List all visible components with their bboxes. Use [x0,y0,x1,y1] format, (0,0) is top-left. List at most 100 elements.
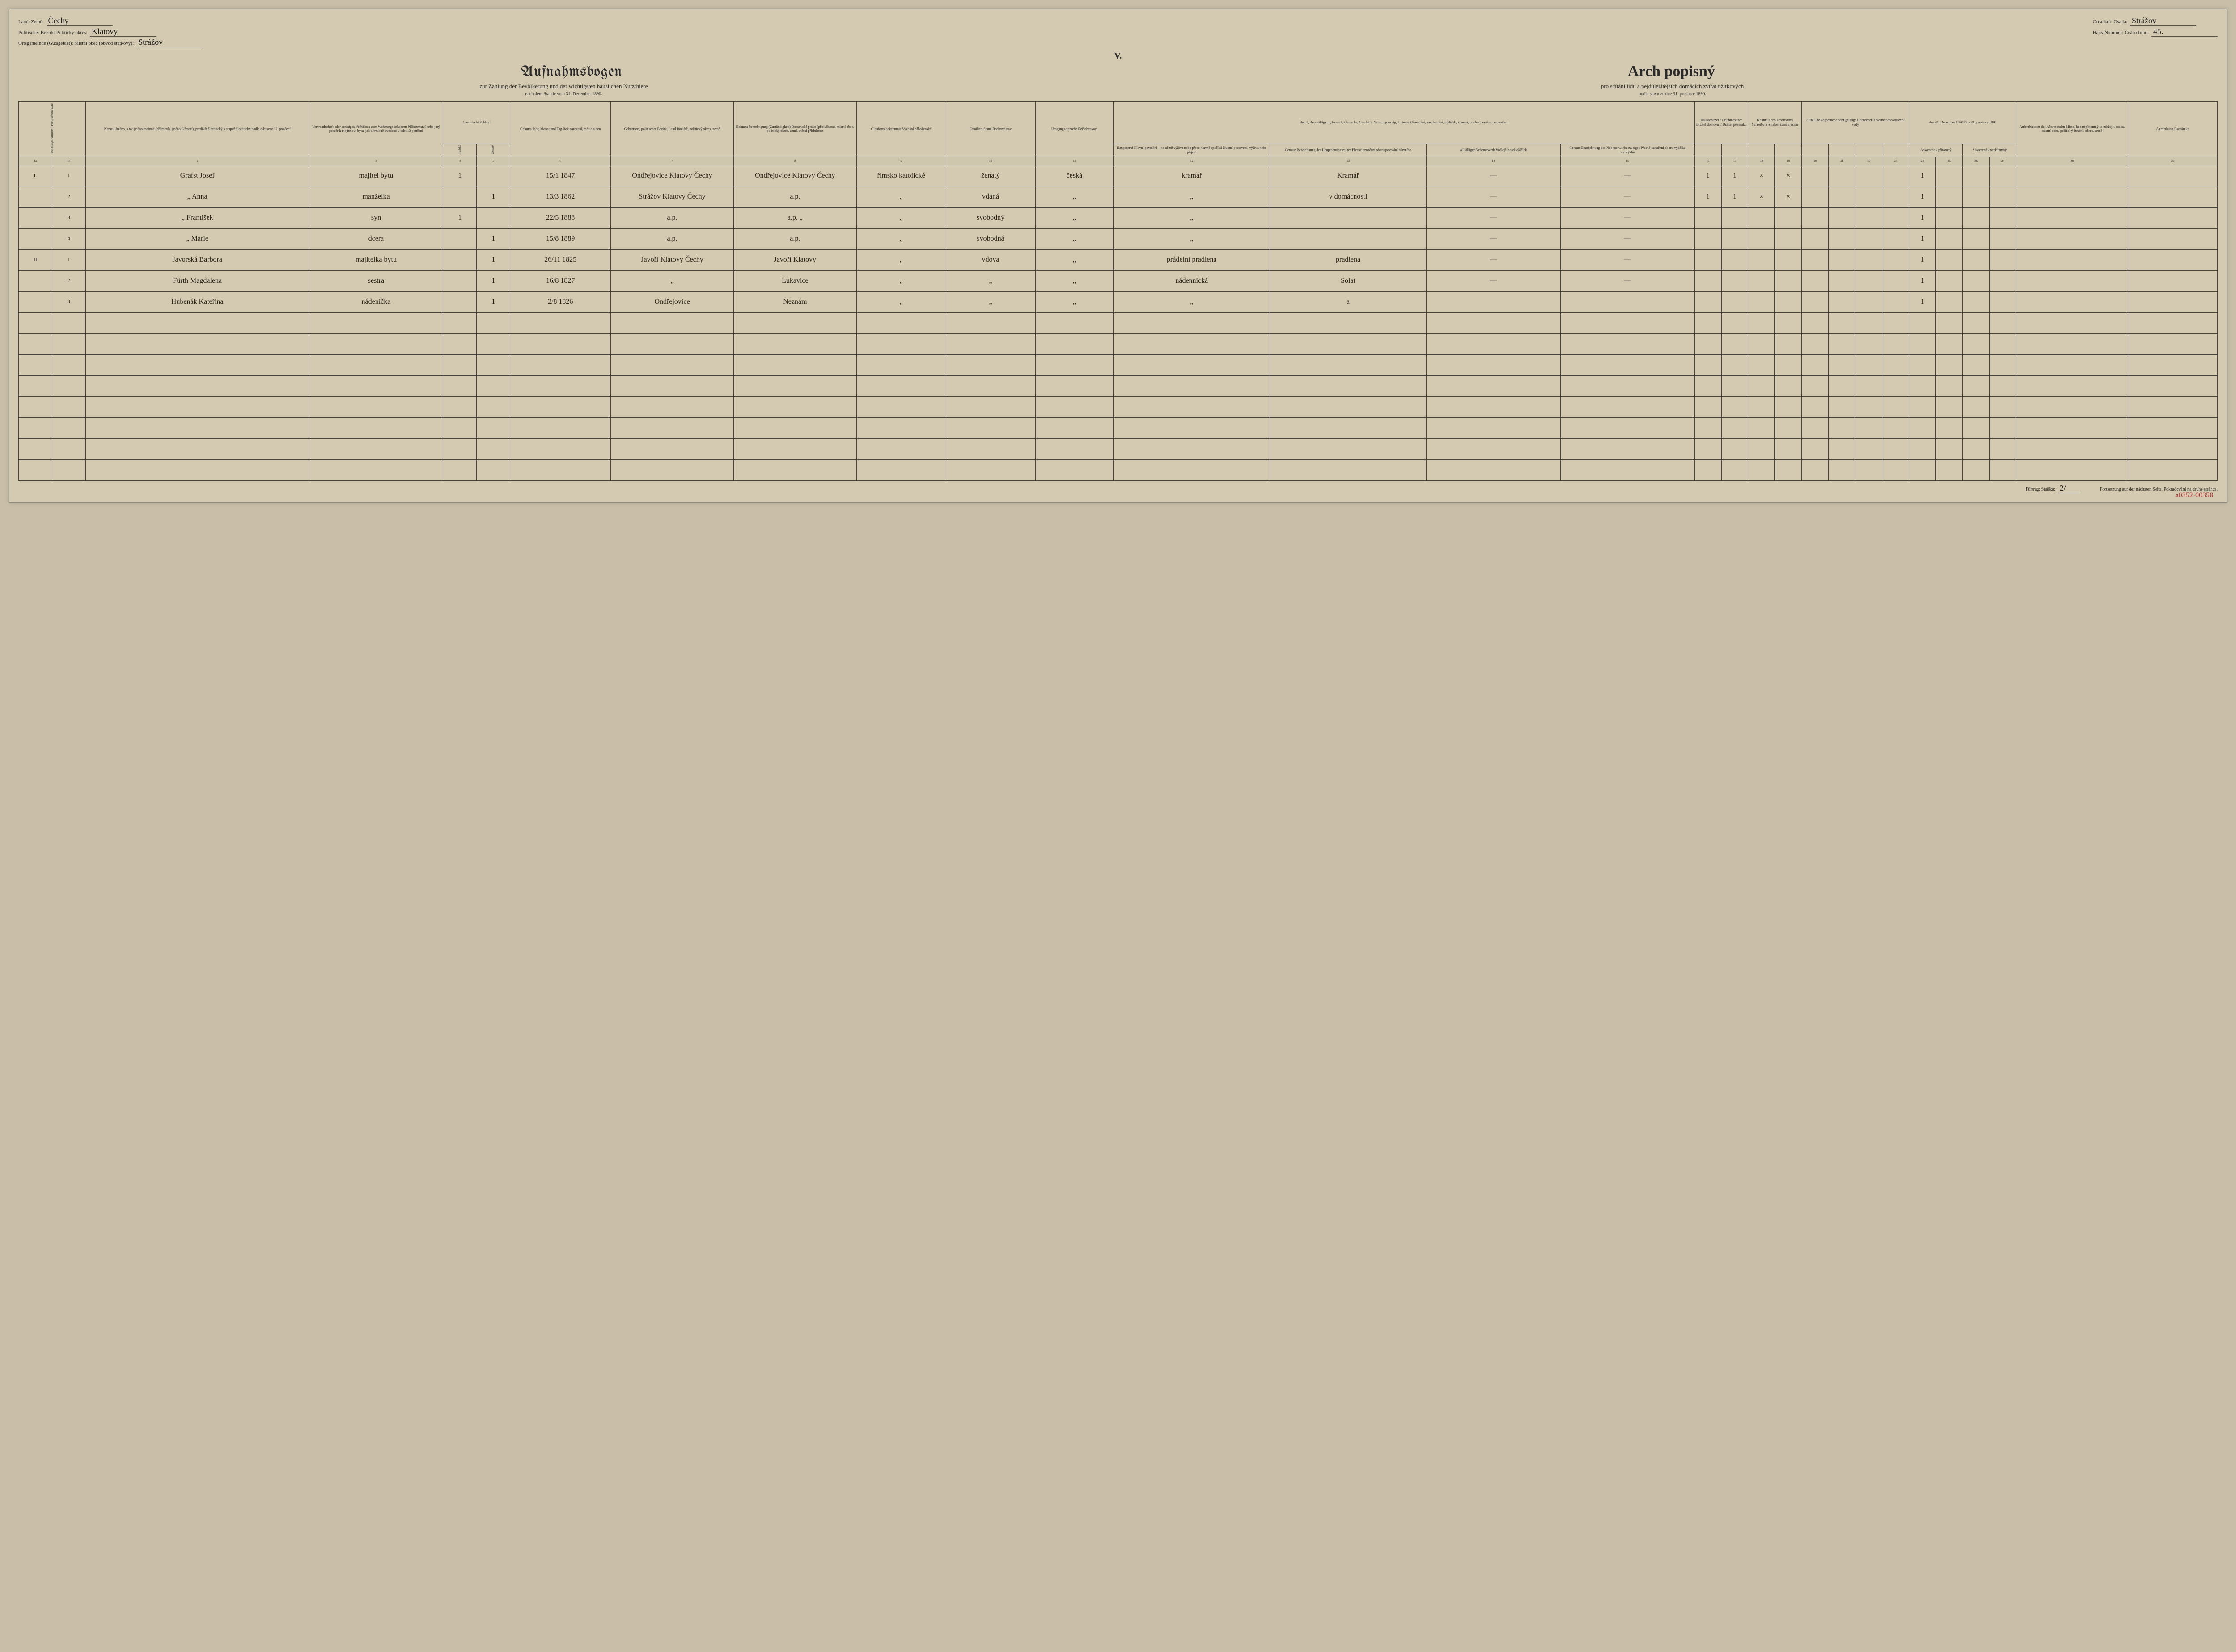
cell [1694,228,1721,249]
cell: pradlena [1270,249,1427,270]
cell: 3 [52,291,85,312]
title-de: Aufnahmsbogen [521,64,623,80]
cell [1775,270,1802,291]
cell [1775,228,1802,249]
colnum: 20 [1802,157,1829,165]
cell [2128,291,2217,312]
hdr-sex: Geschlecht Pohlaví [443,102,510,144]
cell: majitel bytu [309,165,443,186]
table-row [19,459,2218,480]
cell [1829,207,1855,228]
cell: — [1560,165,1694,186]
cell: 2/8 1826 [510,291,611,312]
cell: sestra [309,270,443,291]
cell [1775,249,1802,270]
colnum: 13 [1270,157,1427,165]
cell [1855,291,1882,312]
cell [1694,249,1721,270]
table-row [19,396,2218,417]
cell: — [1560,270,1694,291]
table-row [19,438,2218,459]
colnum: 29 [2128,157,2217,165]
bezirk-value: Klatovy [90,27,156,37]
cell: „ [1114,186,1270,207]
cell [1936,291,1963,312]
table-row: 3Hubenák Kateřinanádeníčka12/8 1826Ondře… [19,291,2218,312]
cell: 1 [1721,186,1748,207]
cell: „ [946,270,1035,291]
cell: 3 [52,207,85,228]
colnum: 7 [611,157,734,165]
cell [1963,207,1990,228]
cell: 1 [1909,270,1936,291]
cell [1802,228,1829,249]
hdr-stand: Familien-Stand Rodinný stav [946,102,1035,157]
cell [1990,165,2016,186]
cell: „ [1035,186,1114,207]
cell [2016,249,2128,270]
colnum: 8 [733,157,856,165]
bezirk-label: Politischer Bezirk: Politický okres: [18,30,87,35]
haus-label: Haus-Nummer: Číslo domu: [2093,30,2149,35]
cell: Hubenák Kateřina [85,291,309,312]
cell: a.p. [733,228,856,249]
top-fields: Land: Země: Čechy Politischer Bezirk: Po… [18,16,2218,47]
cell: 1 [443,165,477,186]
hdr-birth: Geburtsort, politischer Bezirk, Land Rod… [611,102,734,157]
colnum: 1b [52,157,85,165]
table-row: 4„ Mariedcera115/8 1889a.p.a.p.„svobodná… [19,228,2218,249]
cell [1936,228,1963,249]
cell [1963,291,1990,312]
cell: Ondřejovice Klatovy Čechy [611,165,734,186]
ort-label: Ortsgemeinde (Gutsgebiet): Místní obec (… [18,41,134,46]
colnum: 6 [510,157,611,165]
cell [477,207,510,228]
ort-value: Strážov [136,38,203,47]
cell [2016,270,2128,291]
hdr-owner: Hausbesitzer / Grundbesitzer Držitel dom… [1694,102,1748,144]
cell [2016,165,2128,186]
cell [1882,186,1909,207]
cell [1270,228,1427,249]
cell [1829,270,1855,291]
cell: „ [856,228,946,249]
cell: „ [1035,270,1114,291]
cell [443,249,477,270]
cell: Neznám [733,291,856,312]
cell [1829,228,1855,249]
cell: I. [19,165,52,186]
table-row: 2Fürth Magdalenasestra116/8 1827„Lukavic… [19,270,2218,291]
cell: 1 [477,228,510,249]
cell: 1 [477,270,510,291]
cell: Solat [1270,270,1427,291]
hdr-home: Heimats-berechtigung (Zuständigkeit) Dom… [733,102,856,157]
cell: Strážov Klatovy Čechy [611,186,734,207]
cell: — [1426,270,1560,291]
cell: kramář [1114,165,1270,186]
cell: dcera [309,228,443,249]
cell [1963,249,1990,270]
cell [2128,228,2217,249]
hdr-male: mužské [458,145,462,154]
cell: Ondřejovice [611,291,734,312]
land-value: Čechy [47,16,113,26]
census-sheet: Land: Země: Čechy Politischer Bezirk: Po… [9,9,2227,503]
cell [1802,207,1829,228]
cell [19,186,52,207]
cell [1802,165,1829,186]
cell [1963,186,1990,207]
cell [19,270,52,291]
cell: syn [309,207,443,228]
cell: „ [856,186,946,207]
subtitle-cz: pro sčítání lidu a nejdůležitějších domá… [1127,83,2218,90]
cell: × [1748,186,1775,207]
colnum: 24 [1909,157,1936,165]
hdr-relig: Glaubens-bekenntnis Vyznání náboženské [856,102,946,157]
cell: Javoří Klatovy Čechy [611,249,734,270]
cell [1694,270,1721,291]
cell: „ [1114,291,1270,312]
cell [1882,165,1909,186]
cell: manželka [309,186,443,207]
cell: v domácnosti [1270,186,1427,207]
colnum: 9 [856,157,946,165]
